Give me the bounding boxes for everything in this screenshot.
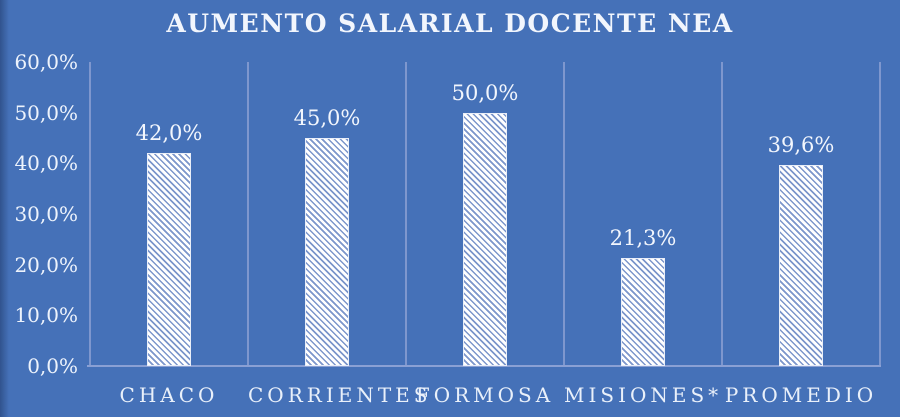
bar-value-label: 50,0%	[451, 80, 519, 105]
chart-title: AUMENTO SALARIAL DOCENTE NEA	[166, 9, 734, 38]
x-axis-line	[87, 365, 881, 367]
y-axis-tick-label: 20,0%	[14, 252, 78, 277]
y-axis-tick-label: 40,0%	[14, 151, 78, 176]
gridline	[89, 62, 91, 366]
bar-promedio	[779, 165, 823, 366]
bar-value-label: 42,0%	[135, 121, 203, 146]
x-axis-category-label: FORMOSA	[415, 383, 555, 407]
y-axis-tick-label: 0,0%	[27, 354, 78, 378]
bar-value-label: 39,6%	[767, 133, 835, 158]
y-axis-tick-label: 30,0%	[14, 202, 78, 226]
bar-value-label: 45,0%	[293, 106, 361, 130]
gridline	[563, 62, 565, 366]
gridline	[879, 62, 881, 366]
x-axis-category-label: MISIONES*	[564, 383, 723, 407]
bar-misiones	[621, 258, 665, 366]
gridline	[721, 62, 723, 366]
bar-value-label: 21,3%	[609, 226, 677, 251]
y-axis-tick-label: 10,0%	[14, 303, 78, 328]
x-axis-category-label: PROMEDIO	[724, 383, 878, 407]
x-axis-category-label: CORRIENTES	[248, 383, 432, 407]
y-axis-tick-label: 50,0%	[14, 100, 78, 125]
bar-chaco	[147, 153, 191, 366]
gridline	[247, 62, 249, 366]
x-axis-category-label: CHACO	[119, 383, 219, 407]
gridline	[405, 62, 407, 366]
bar-corrientes	[305, 138, 349, 366]
y-axis-tick-label: 60,0%	[14, 50, 78, 74]
bar-formosa	[463, 112, 507, 366]
